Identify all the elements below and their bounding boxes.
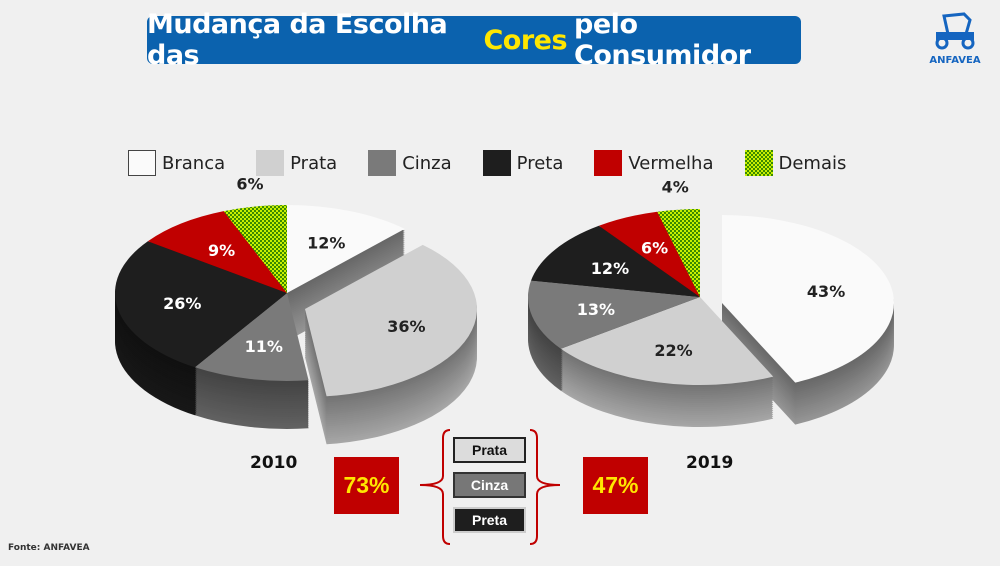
slice-cinza [528,280,700,349]
pie-2010: 12% 36% 11% 26% 9% 6% [114,175,478,445]
brace-icons [419,429,561,545]
legend-label: Branca [162,152,226,174]
data-label: 11% [245,337,283,356]
slice-preta [531,225,700,297]
slice-demais [657,209,700,297]
chart-legend: Branca Prata Cinza Preta Vermelha Demais [128,150,877,176]
slice-branca [287,205,405,293]
data-label: 6% [641,239,668,258]
slice-demais [223,205,287,293]
legend-item-prata: Prata [256,150,337,176]
data-label: 26% [163,294,201,313]
legend-swatch [368,150,397,176]
share-2010: 73% [334,457,399,514]
source-note: Fonte: ANFAVEA [8,543,90,553]
data-label: 12% [307,233,345,252]
legend-swatch [594,150,623,176]
logo-text: ANFAVEA [929,55,981,66]
legend-item-cinza: Cinza [368,150,452,176]
car-icon [935,12,975,50]
legend-item-vermelha: Vermelha [594,150,714,176]
legend-item-branca: Branca [128,150,225,176]
share-2019: 47% [583,457,648,514]
slice-prata [560,297,774,386]
data-label: 43% [807,282,845,301]
legend-label: Prata [290,152,338,174]
data-label: 6% [236,175,263,194]
legend-label: Demais [778,152,847,174]
title-highlight: Cores [483,24,568,56]
box-prata: Prata [453,437,526,463]
legend-label: Preta [516,152,564,174]
data-label: 12% [591,259,629,278]
title-text: Mudança da Escolha das [147,9,448,71]
data-label: 9% [208,241,235,260]
slice-vermelha [598,211,700,297]
data-label: 13% [577,300,615,319]
year-label-2019: 2019 [686,453,734,473]
legend-swatch [128,150,156,176]
slice-prata [305,244,477,397]
legend-label: Vermelha [628,152,714,174]
legend-item-demais: Demais [744,150,847,176]
legend-item-preta: Preta [482,150,564,176]
data-label: 36% [387,317,425,336]
data-label: 22% [654,341,692,360]
year-label-2010: 2010 [250,453,298,473]
legend-swatch [744,150,773,176]
legend-swatch [256,150,285,176]
pie-2019: 43% 22% 13% 12% 6% 4% [527,178,895,428]
title-text-end: pelo Consumidor [574,9,751,71]
box-cinza: Cinza [453,472,526,498]
legend-swatch [482,150,511,176]
legend-label: Cinza [402,152,452,174]
anfavea-logo: ANFAVEA [925,12,985,66]
slice-cinza [194,293,309,381]
slice-preta [114,241,287,368]
data-label: 4% [662,178,689,197]
page-title: Mudança da Escolha das Cores pelo Consumid… [147,9,801,71]
slice-vermelha [147,211,287,293]
slice-branca [722,215,894,383]
box-preta: Preta [453,507,526,533]
